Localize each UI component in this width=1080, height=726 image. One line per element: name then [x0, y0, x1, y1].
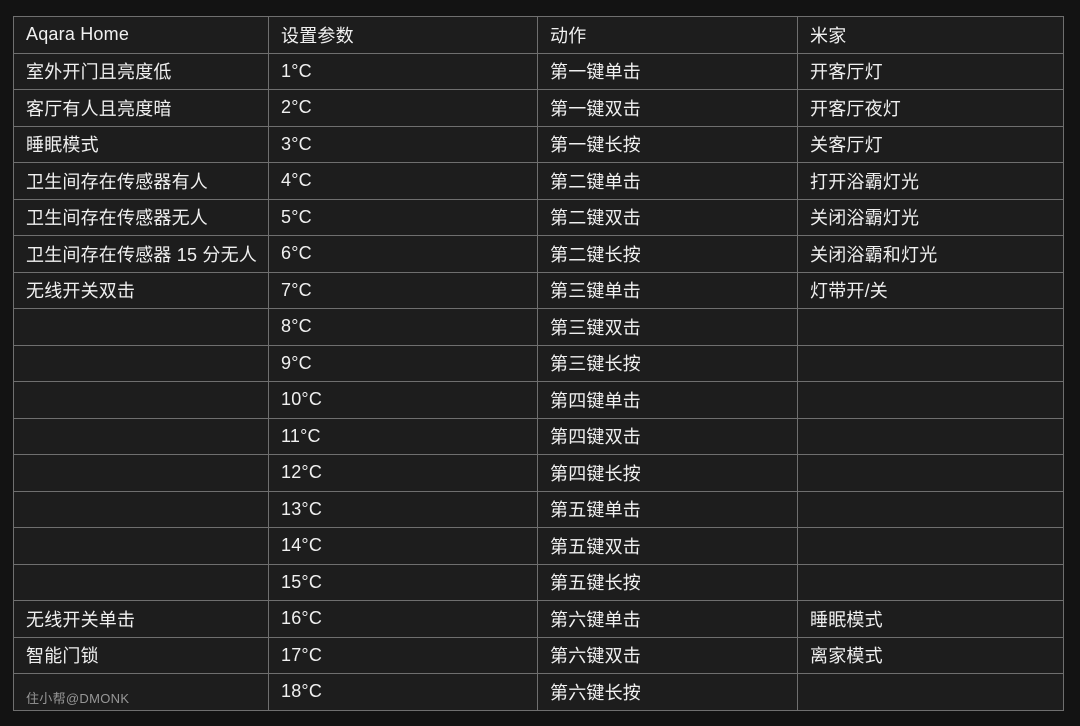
cell-mijia: 离家模式 [797, 636, 1064, 674]
cell-trigger: 无线开关双击 [13, 271, 269, 309]
column-header-aqara-home: Aqara Home [13, 16, 269, 54]
cell-trigger: 卫生间存在传感器有人 [13, 162, 269, 200]
cell-param: 12°C [268, 454, 538, 492]
table-row: 10°C 第四键单击 [13, 381, 1064, 419]
cell-mijia: 开客厅夜灯 [797, 89, 1064, 127]
cell-action: 第五键双击 [537, 527, 798, 565]
cell-trigger: 卫生间存在传感器无人 [13, 198, 269, 236]
table-row: 卫生间存在传感器有人 4°C 第二键单击 打开浴霸灯光 [13, 162, 1064, 200]
table-row: 无线开关单击 16°C 第六键单击 睡眠模式 [13, 600, 1064, 638]
column-header-action: 动作 [537, 16, 798, 54]
cell-action: 第三键双击 [537, 308, 798, 346]
table-row: 12°C 第四键长按 [13, 454, 1064, 492]
table-row: 客厅有人且亮度暗 2°C 第一键双击 开客厅夜灯 [13, 89, 1064, 127]
cell-action: 第一键长按 [537, 125, 798, 163]
table-row: 15°C 第五键长按 [13, 563, 1064, 601]
column-header-setting-param: 设置参数 [268, 16, 538, 54]
cell-trigger [13, 563, 269, 601]
cell-action: 第一键单击 [537, 52, 798, 90]
cell-param: 16°C [268, 600, 538, 638]
table-row: 卫生间存在传感器无人 5°C 第二键双击 关闭浴霸灯光 [13, 198, 1064, 236]
cell-param: 5°C [268, 198, 538, 236]
cell-param: 4°C [268, 162, 538, 200]
cell-mijia [797, 344, 1064, 382]
cell-mijia [797, 673, 1064, 711]
cell-trigger: 睡眠模式 [13, 125, 269, 163]
header-row: Aqara Home 设置参数 动作 米家 [13, 16, 1064, 54]
cell-param: 8°C [268, 308, 538, 346]
cell-param: 11°C [268, 417, 538, 455]
cell-param: 2°C [268, 89, 538, 127]
table-row: 睡眠模式 3°C 第一键长按 关客厅灯 [13, 125, 1064, 163]
cell-action: 第六键双击 [537, 636, 798, 674]
cell-action: 第四键双击 [537, 417, 798, 455]
cell-action: 第六键单击 [537, 600, 798, 638]
table-row: 无线开关双击 7°C 第三键单击 灯带开/关 [13, 271, 1064, 309]
cell-mijia [797, 527, 1064, 565]
cell-action: 第五键单击 [537, 490, 798, 528]
cell-action: 第五键长按 [537, 563, 798, 601]
cell-trigger: 客厅有人且亮度暗 [13, 89, 269, 127]
cell-param: 9°C [268, 344, 538, 382]
automation-mapping-table-container: Aqara Home 设置参数 动作 米家 室外开门且亮度低 1°C 第一键单击… [13, 16, 1064, 711]
cell-mijia: 灯带开/关 [797, 271, 1064, 309]
cell-param: 17°C [268, 636, 538, 674]
cell-mijia: 睡眠模式 [797, 600, 1064, 638]
table-row: 9°C 第三键长按 [13, 344, 1064, 382]
cell-action: 第三键单击 [537, 271, 798, 309]
cell-trigger [13, 381, 269, 419]
table-row: 8°C 第三键双击 [13, 308, 1064, 346]
automation-mapping-table: Aqara Home 设置参数 动作 米家 室外开门且亮度低 1°C 第一键单击… [13, 16, 1064, 711]
cell-action: 第四键长按 [537, 454, 798, 492]
cell-trigger: 室外开门且亮度低 [13, 52, 269, 90]
cell-trigger [13, 527, 269, 565]
cell-action: 第三键长按 [537, 344, 798, 382]
cell-trigger: 住小帮@DMONK [13, 673, 269, 711]
cell-param: 15°C [268, 563, 538, 601]
cell-trigger: 智能门锁 [13, 636, 269, 674]
cell-action: 第二键双击 [537, 198, 798, 236]
cell-mijia [797, 454, 1064, 492]
cell-param: 6°C [268, 235, 538, 273]
cell-mijia: 关闭浴霸和灯光 [797, 235, 1064, 273]
table-row: 室外开门且亮度低 1°C 第一键单击 开客厅灯 [13, 52, 1064, 90]
cell-mijia [797, 563, 1064, 601]
table-row: 卫生间存在传感器 15 分无人 6°C 第二键长按 关闭浴霸和灯光 [13, 235, 1064, 273]
cell-mijia [797, 308, 1064, 346]
table-row: 住小帮@DMONK 18°C 第六键长按 [13, 673, 1064, 711]
cell-mijia: 关客厅灯 [797, 125, 1064, 163]
cell-mijia [797, 417, 1064, 455]
cell-trigger [13, 344, 269, 382]
cell-trigger: 卫生间存在传感器 15 分无人 [13, 235, 269, 273]
watermark-text: 住小帮@DMONK [26, 690, 130, 706]
cell-trigger [13, 417, 269, 455]
cell-action: 第六键长按 [537, 673, 798, 711]
cell-param: 3°C [268, 125, 538, 163]
cell-mijia [797, 490, 1064, 528]
table-row: 智能门锁 17°C 第六键双击 离家模式 [13, 636, 1064, 674]
cell-mijia: 打开浴霸灯光 [797, 162, 1064, 200]
cell-mijia: 关闭浴霸灯光 [797, 198, 1064, 236]
cell-param: 1°C [268, 52, 538, 90]
cell-action: 第二键长按 [537, 235, 798, 273]
cell-trigger [13, 490, 269, 528]
table-row: 14°C 第五键双击 [13, 527, 1064, 565]
cell-param: 18°C [268, 673, 538, 711]
table-row: 11°C 第四键双击 [13, 417, 1064, 455]
cell-param: 13°C [268, 490, 538, 528]
cell-trigger [13, 308, 269, 346]
cell-trigger: 无线开关单击 [13, 600, 269, 638]
cell-mijia [797, 381, 1064, 419]
cell-mijia: 开客厅灯 [797, 52, 1064, 90]
cell-action: 第一键双击 [537, 89, 798, 127]
column-header-mijia: 米家 [797, 16, 1064, 54]
cell-action: 第二键单击 [537, 162, 798, 200]
cell-action: 第四键单击 [537, 381, 798, 419]
cell-trigger [13, 454, 269, 492]
cell-param: 7°C [268, 271, 538, 309]
cell-param: 10°C [268, 381, 538, 419]
cell-param: 14°C [268, 527, 538, 565]
table-row: 13°C 第五键单击 [13, 490, 1064, 528]
